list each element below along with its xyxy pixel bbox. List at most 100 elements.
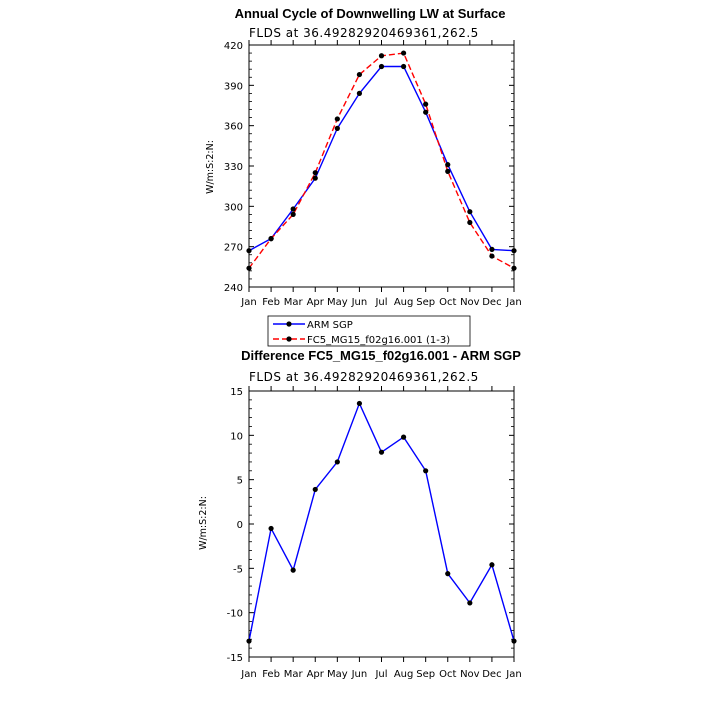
data-point: [445, 162, 451, 168]
x-tick-label: Mar: [284, 669, 304, 680]
y-tick-label: -5: [233, 564, 243, 575]
data-point: [467, 219, 473, 226]
legend: ARM SGP FC5_MG15_f02g16.001 (1-3): [267, 315, 471, 347]
data-point: [356, 400, 363, 407]
plot-frame: [248, 44, 515, 288]
x-tick-label: Feb: [262, 669, 280, 680]
x-tick-label: Oct: [439, 669, 456, 680]
y-tick-label: 0: [237, 520, 243, 531]
series-line-0: [248, 401, 515, 642]
x-tick-label: Mar: [284, 297, 304, 308]
data-point: [334, 116, 340, 122]
legend-marker-fc5: [286, 336, 292, 342]
difference-chart: Difference FC5_MG15_f02g16.001 - ARM SGP…: [198, 348, 522, 680]
data-point: [290, 211, 296, 217]
x-tick-label: Jun: [351, 669, 368, 680]
data-point: [312, 486, 318, 493]
y-tick-label: 10: [230, 431, 243, 442]
y-tick-label: 420: [224, 41, 243, 52]
chart-marks: [246, 50, 517, 271]
data-point: [378, 63, 385, 70]
x-tick-label: Oct: [439, 297, 456, 308]
data-point: [400, 63, 407, 70]
axes-frame: 240 270 300 330 360 390 420 Jan Feb Mar Apr May Jun J…: [224, 40, 522, 308]
data-point: [445, 571, 451, 577]
data-point: [378, 449, 385, 455]
data-point: [334, 459, 340, 465]
y-tick-label: 270: [224, 243, 243, 254]
data-point: [334, 125, 340, 131]
annual-cycle-chart: Annual Cycle of Downwelling LW at Surfac…: [205, 6, 522, 308]
data-point: [423, 468, 429, 474]
data-point: [400, 50, 407, 56]
data-point: [423, 109, 429, 115]
legend-marker-arm-sgp: [286, 321, 292, 327]
data-point: [356, 71, 363, 78]
x-tick-label: Sep: [416, 297, 435, 308]
x-tick-label: Dec: [482, 297, 501, 308]
y-tick-label: 360: [224, 122, 243, 133]
x-tick-label: Nov: [460, 297, 480, 308]
x-tick-label: Apr: [307, 669, 325, 680]
data-point: [246, 248, 252, 254]
x-tick-label: Apr: [307, 297, 325, 308]
legend-box: [267, 315, 471, 347]
x-tick-label: Jul: [374, 297, 387, 308]
chart-subtitle: FLDS at 36.49282920469361,262.5: [249, 26, 479, 40]
plot-frame: [248, 390, 515, 658]
data-point: [489, 253, 495, 259]
x-tick-label: Jun: [351, 297, 368, 308]
data-point: [246, 638, 252, 644]
data-point: [268, 525, 274, 532]
x-tick-label: May: [327, 669, 348, 680]
data-point: [511, 265, 517, 271]
data-point: [378, 53, 385, 59]
x-tick-label: Jan: [505, 297, 521, 308]
x-tick-label: Dec: [482, 669, 501, 680]
legend-label-fc5: FC5_MG15_f02g16.001 (1-3): [307, 335, 450, 346]
data-point: [400, 434, 407, 440]
data-point: [445, 168, 451, 174]
y-tick-label: 330: [224, 162, 243, 173]
y-tick-label: -15: [227, 653, 243, 664]
y-tick-label: 15: [230, 387, 243, 398]
legend-label-arm-sgp: ARM SGP: [307, 320, 353, 331]
y-axis-label: W/m:S:2:N:: [198, 496, 209, 550]
y-axis-label: W/m:S:2:N:: [205, 140, 216, 194]
x-tick-label: Aug: [394, 669, 414, 680]
chart-subtitle: FLDS at 36.49282920469361,262.5: [249, 370, 479, 384]
x-tick-label: Jan: [240, 297, 256, 308]
data-point: [290, 567, 296, 573]
x-tick-label: Jan: [240, 669, 256, 680]
data-point: [268, 236, 274, 242]
series-line-0: [248, 65, 515, 252]
x-tick-label: Jul: [374, 669, 387, 680]
data-point: [312, 170, 318, 176]
data-point: [312, 175, 318, 181]
data-point: [489, 246, 495, 252]
chart-title: Difference FC5_MG15_f02g16.001 - ARM SGP: [241, 348, 521, 363]
x-tick-label: Sep: [416, 669, 435, 680]
y-tick-label: 390: [224, 81, 243, 92]
x-tick-label: Jan: [505, 669, 521, 680]
data-point: [423, 101, 429, 107]
series-line-1: [248, 52, 515, 269]
chart-marks: [246, 400, 517, 644]
data-point: [511, 638, 517, 644]
data-point: [356, 90, 363, 96]
x-tick-label: Aug: [394, 297, 414, 308]
data-point: [290, 206, 296, 212]
y-tick-label: 5: [237, 476, 243, 487]
y-tick-label: 300: [224, 202, 243, 213]
data-point: [467, 600, 473, 606]
y-tick-label: -10: [227, 609, 243, 620]
chart-title: Annual Cycle of Downwelling LW at Surfac…: [235, 6, 506, 21]
axes-frame: -15 -10 -5 0 5 10 15 Jan Feb Mar Apr May Jun Jul Aug Se…: [227, 386, 522, 680]
x-tick-label: May: [327, 297, 348, 308]
data-point: [511, 248, 517, 254]
data-point: [246, 265, 252, 271]
data-point: [467, 209, 473, 215]
data-point: [489, 562, 495, 568]
y-tick-label: 240: [224, 283, 243, 294]
